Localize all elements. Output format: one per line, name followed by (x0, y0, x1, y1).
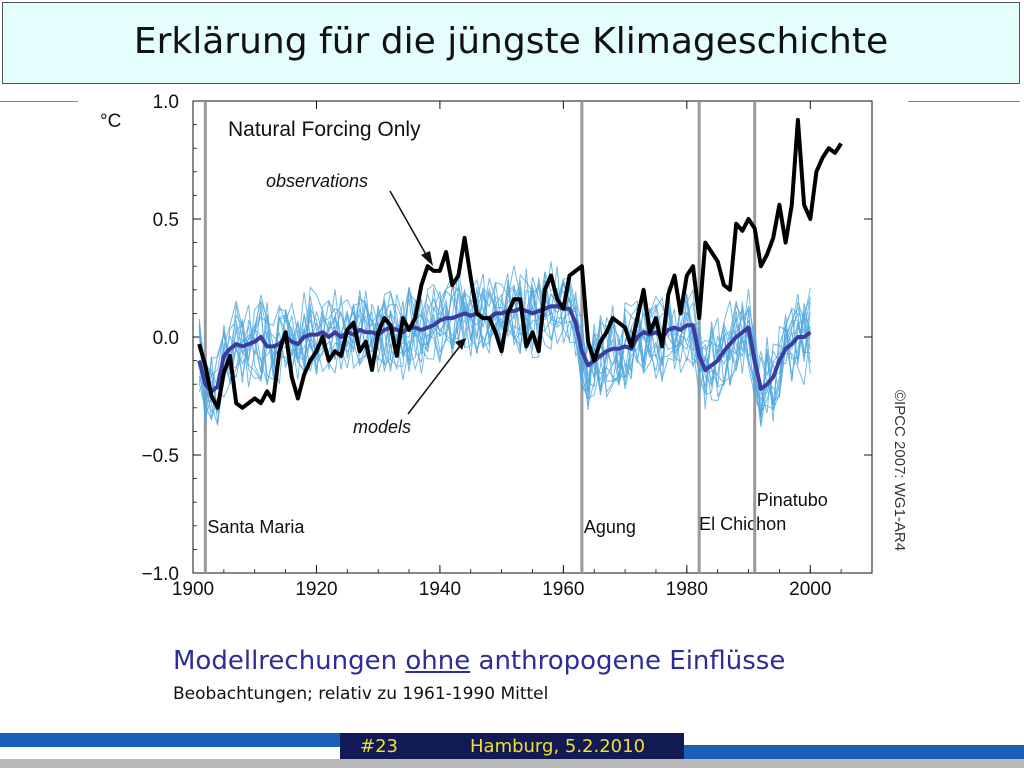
title-bar: Erklärung für die jüngste Klimageschicht… (2, 2, 1020, 84)
chart-subtitle: Modellrechungen ohne anthropogene Einflü… (173, 646, 785, 676)
subtitle-emphasis: ohne (405, 646, 471, 676)
annotation-arrow-models (407, 345, 461, 415)
footer-bar (340, 733, 684, 759)
x-tick-label: 1900 (172, 579, 214, 600)
subtitle-part-2: anthropogene Einflüsse (470, 646, 786, 676)
annotation-arrow-observations (389, 190, 429, 259)
x-tick-label: 1960 (542, 579, 584, 600)
arrow-head-models (455, 338, 466, 350)
x-tick-label: 1980 (666, 579, 708, 600)
y-tick-label: −1.0 (141, 564, 179, 585)
model-mean-line (197, 304, 812, 394)
eruption-label: Agung (584, 517, 636, 537)
eruption-label: Santa Maria (207, 517, 305, 537)
footer-base (0, 759, 1024, 768)
chart-svg: 1900 1920 1940 1960 1980 2000 1.0 0.5 0.0 −0.5 −1.… (100, 92, 908, 600)
footer-place-date: Hamburg, 5.2.2010 (470, 736, 646, 757)
title-rule-left (0, 101, 78, 102)
y-unit-label: °C (100, 111, 121, 132)
model-run-line (198, 278, 811, 413)
eruption-label: Pinatubo (757, 490, 828, 510)
x-tick-label: 1920 (295, 579, 337, 600)
annotation-models: models (353, 417, 411, 437)
arrow-head-observations (421, 251, 433, 266)
y-tick-label: 0.0 (153, 328, 179, 349)
y-tick-label: 1.0 (153, 92, 179, 113)
slide-title: Erklärung für die jüngste Klimageschicht… (133, 21, 889, 62)
chart: 1900 1920 1940 1960 1980 2000 1.0 0.5 0.0 −0.5 −1.… (90, 88, 920, 613)
subtitle-part-1: Modellrechungen (173, 646, 406, 676)
annotation-observations: observations (266, 171, 368, 191)
footer-stripe-left (0, 733, 340, 747)
eruption-label: El Chichon (699, 514, 786, 534)
chart-title: Natural Forcing Only (228, 118, 421, 141)
copyright-label: ©IPCC 2007: WG1-AR4 (891, 390, 908, 551)
y-tick-label: 0.5 (153, 210, 179, 231)
chart-caption: Beobachtungen; relativ zu 1961-1990 Mitt… (173, 684, 549, 704)
y-tick-label: −0.5 (141, 446, 179, 467)
footer-stripe-right (684, 745, 1024, 759)
x-tick-label: 2000 (789, 579, 831, 600)
title-rule-right (908, 101, 1020, 102)
slide-number: #23 (360, 736, 398, 757)
x-tick-label: 1940 (419, 579, 461, 600)
observations-line (197, 117, 843, 410)
